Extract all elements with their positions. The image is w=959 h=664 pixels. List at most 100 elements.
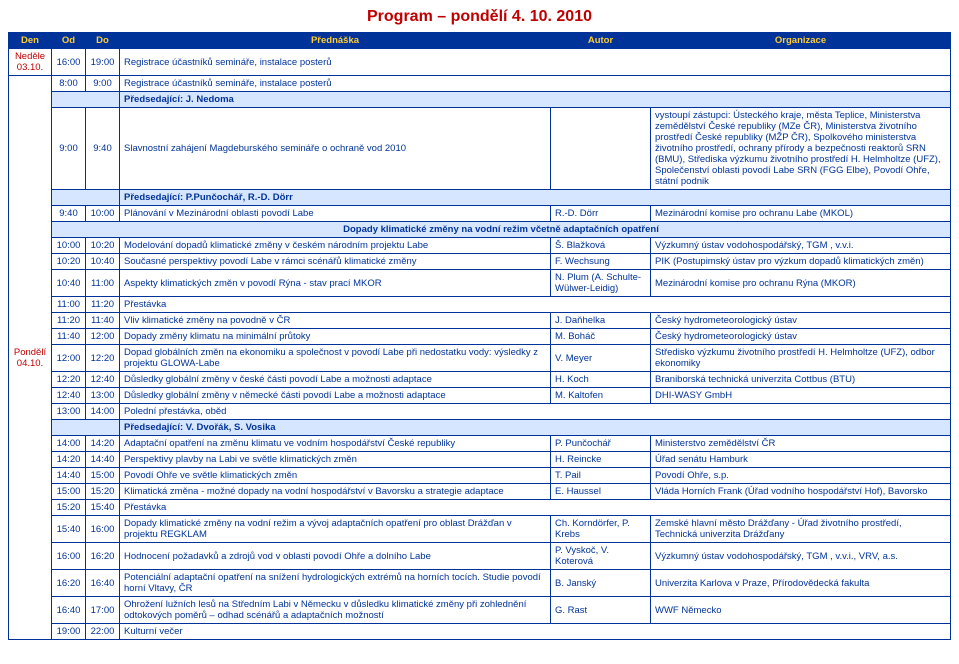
table-row: 10:40 11:00 Aspekty klimatických změn v … [9, 270, 951, 297]
cell-prednaska: Důsledky globální změny v německé části … [120, 388, 551, 404]
cell-org: DHI-WASY GmbH [651, 388, 951, 404]
table-row: 10:20 10:40 Současné perspektivy povodí … [9, 254, 951, 270]
cell-do: 14:40 [86, 452, 120, 468]
cell-prednaska: Přestávka [120, 500, 951, 516]
program-table: Den Od Do Přednáška Autor Organizace Ned… [8, 32, 951, 640]
cell-do: 22:00 [86, 624, 120, 640]
chair-row: Předsedající: J. Nedoma [9, 92, 951, 108]
cell-autor [551, 108, 651, 190]
cell-autor: Ch. Korndörfer, P. Krebs [551, 516, 651, 543]
cell-org: vystoupí zástupci: Ústeckého kraje, měst… [651, 108, 951, 190]
table-row: 11:20 11:40 Vliv klimatické změny na pov… [9, 313, 951, 329]
table-row: 14:40 15:00 Povodí Ohře ve světle klimat… [9, 468, 951, 484]
cell-prednaska: Dopady změny klimatu na minimální průtok… [120, 329, 551, 345]
cell-autor: B. Janský [551, 570, 651, 597]
cell-do: 10:40 [86, 254, 120, 270]
table-row: 12:20 12:40 Důsledky globální změny v če… [9, 372, 951, 388]
cell-autor: P. Vyskoč, V. Koterová [551, 543, 651, 570]
table-row: 14:20 14:40 Perspektivy plavby na Labi v… [9, 452, 951, 468]
table-row: 12:40 13:00 Důsledky globální změny v ně… [9, 388, 951, 404]
cell-od: 12:20 [52, 372, 86, 388]
table-row: 14:00 14:20 Adaptační opatření na změnu … [9, 436, 951, 452]
cell-autor: Š. Blažková [551, 238, 651, 254]
col-do: Do [86, 33, 120, 49]
col-autor: Autor [551, 33, 651, 49]
section-label: Dopady klimatické změny na vodní režim v… [52, 222, 951, 238]
chair-label: Předsedající: J. Nedoma [120, 92, 951, 108]
page-title: Program – pondělí 4. 10. 2010 [8, 8, 951, 26]
cell-org: Povodí Ohře, s.p. [651, 468, 951, 484]
cell-autor: H. Koch [551, 372, 651, 388]
cell-org: Ministerstvo zemědělství ČR [651, 436, 951, 452]
cell-do: 15:40 [86, 500, 120, 516]
cell-autor: V. Meyer [551, 345, 651, 372]
cell-od: 11:20 [52, 313, 86, 329]
cell-org: Zemské hlavní město Drážďany - Úřad živo… [651, 516, 951, 543]
cell-do: 11:40 [86, 313, 120, 329]
cell-do: 12:00 [86, 329, 120, 345]
cell-do: 19:00 [86, 49, 120, 76]
cell-autor: J. Daňhelka [551, 313, 651, 329]
table-row: 12:00 12:20 Dopad globálních změn na eko… [9, 345, 951, 372]
cell-prednaska: Perspektivy plavby na Labi ve světle kli… [120, 452, 551, 468]
cell-do: 9:00 [86, 76, 120, 92]
cell-od: 19:00 [52, 624, 86, 640]
table-row: Pondělí 04.10. 8:00 9:00 Registrace účas… [9, 76, 951, 92]
cell-autor: M. Boháč [551, 329, 651, 345]
cell-do: 16:20 [86, 543, 120, 570]
cell-od: 14:40 [52, 468, 86, 484]
cell-prednaska: Adaptační opatření na změnu klimatu ve v… [120, 436, 551, 452]
cell-do: 9:40 [86, 108, 120, 190]
cell-do: 10:00 [86, 206, 120, 222]
cell-do: 14:20 [86, 436, 120, 452]
cell-prednaska: Registrace účastníků semináře, instalace… [120, 76, 951, 92]
col-den: Den [9, 33, 52, 49]
cell-org: Výzkumný ústav vodohospodářský, TGM , v.… [651, 543, 951, 570]
break-row: 11:00 11:20 Přestávka [9, 297, 951, 313]
cell-do: 16:40 [86, 570, 120, 597]
day-line1: Neděle [15, 51, 45, 62]
cell-prednaska: Aspekty klimatických změn v povodí Rýna … [120, 270, 551, 297]
table-row: 15:40 16:00 Dopady klimatické změny na v… [9, 516, 951, 543]
cell-prednaska: Polední přestávka, oběd [120, 404, 951, 420]
cell-od: 11:00 [52, 297, 86, 313]
cell-od: 12:40 [52, 388, 86, 404]
day-line2: 04.10. [17, 358, 43, 369]
cell-do: 12:40 [86, 372, 120, 388]
chair-label: Předsedající: V. Dvořák, S. Vosika [120, 420, 951, 436]
cell-prednaska: Důsledky globální změny v české části po… [120, 372, 551, 388]
cell-prednaska: Potenciální adaptační opatření na snížen… [120, 570, 551, 597]
cell-od: 15:40 [52, 516, 86, 543]
cell-autor: P. Punčochář [551, 436, 651, 452]
cell-org: Univerzita Karlova v Praze, Přírodovědec… [651, 570, 951, 597]
cell-od: 16:20 [52, 570, 86, 597]
table-header-row: Den Od Do Přednáška Autor Organizace [9, 33, 951, 49]
table-row: 16:00 16:20 Hodnocení požadavků a zdrojů… [9, 543, 951, 570]
section-row: Dopady klimatické změny na vodní režim v… [9, 222, 951, 238]
cell-org: Český hydrometeorologický ústav [651, 313, 951, 329]
cell-do: 13:00 [86, 388, 120, 404]
cell-od: 9:40 [52, 206, 86, 222]
cell-org: Středisko výzkumu životního prostředí H.… [651, 345, 951, 372]
cell-od: 10:40 [52, 270, 86, 297]
cell-org: PIK (Postupimský ústav pro výzkum dopadů… [651, 254, 951, 270]
cell-prednaska: Registrace účastníků semináře, instalace… [120, 49, 951, 76]
cell-autor: R.-D. Dörr [551, 206, 651, 222]
table-row: 9:00 9:40 Slavnostní zahájení Magdebursk… [9, 108, 951, 190]
day-pondeli: Pondělí 04.10. [9, 76, 52, 640]
cell-prednaska: Modelování dopadů klimatické změny v čes… [120, 238, 551, 254]
cell-org: Vláda Horních Frank (Úřad vodního hospod… [651, 484, 951, 500]
cell-org: WWF Německo [651, 597, 951, 624]
day-line2: 03.10. [17, 62, 43, 73]
chair-row: Předsedající: P.Punčochář, R.-D. Dörr [9, 190, 951, 206]
cell-prednaska: Současné perspektivy povodí Labe v rámci… [120, 254, 551, 270]
cell-do: 15:00 [86, 468, 120, 484]
cell-org: Výzkumný ústav vodohospodářský, TGM , v.… [651, 238, 951, 254]
table-row: 16:40 17:00 Ohrožení lužních lesů na Stř… [9, 597, 951, 624]
table-row: Neděle 03.10. 16:00 19:00 Registrace úča… [9, 49, 951, 76]
cell-do: 11:00 [86, 270, 120, 297]
cell-prednaska: Klimatická změna - možné dopady na vodní… [120, 484, 551, 500]
table-row: 11:40 12:00 Dopady změny klimatu na mini… [9, 329, 951, 345]
cell-od: 13:00 [52, 404, 86, 420]
col-od: Od [52, 33, 86, 49]
